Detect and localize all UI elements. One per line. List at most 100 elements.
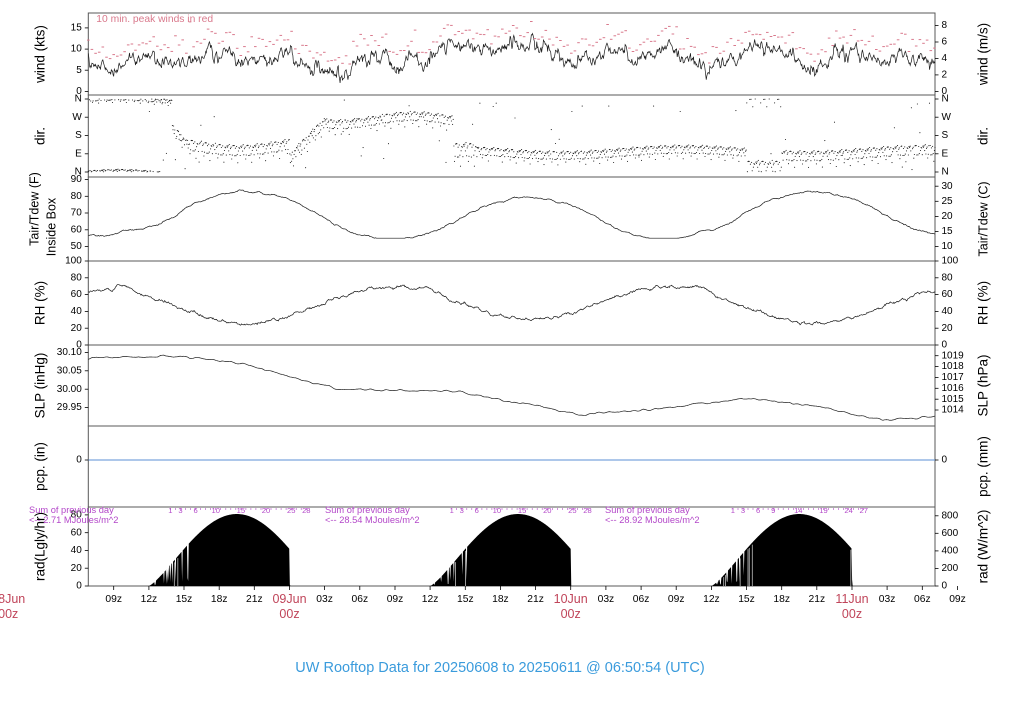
svg-text:dir.: dir. [976,127,991,145]
svg-text:rad (W/m^2): rad (W/m^2) [976,510,991,584]
svg-text:00z: 00z [279,607,299,621]
svg-text:10: 10 [71,44,83,55]
svg-text:90: 90 [71,174,83,185]
svg-text:29.95: 29.95 [57,402,82,413]
svg-text:0: 0 [942,455,948,466]
svg-text:11Jun: 11Jun [835,592,868,606]
svg-text:30.10: 30.10 [57,347,82,358]
svg-text:N: N [942,167,949,178]
svg-text:Sum of previous day: Sum of previous day [325,505,410,515]
svg-text:4: 4 [942,53,948,64]
svg-text:Sum of previous day: Sum of previous day [605,505,690,515]
svg-text:pcp. (mm): pcp. (mm) [976,436,991,497]
svg-text:1: 1 [168,506,172,515]
svg-text:12z: 12z [422,594,439,605]
svg-text:30: 30 [942,181,954,192]
svg-text:20: 20 [942,323,954,334]
svg-text:UW Rooftop Data for 20250608: UW Rooftop Data for 20250608 to 20250611… [295,660,704,676]
svg-text:28: 28 [583,506,591,515]
svg-text:40: 40 [71,306,83,317]
svg-text:06z: 06z [351,594,368,605]
svg-text:15z: 15z [738,594,755,605]
svg-text:15: 15 [942,226,954,237]
svg-text:15: 15 [237,506,245,515]
svg-text:0: 0 [942,340,948,351]
svg-text:30.00: 30.00 [57,384,82,395]
svg-text:00z: 00z [0,607,18,621]
svg-text:RH (%): RH (%) [976,281,991,325]
svg-text:800: 800 [942,510,959,521]
svg-text:06z: 06z [914,594,931,605]
svg-text:<-- 2.71 MJoules/m^2: <-- 2.71 MJoules/m^2 [29,515,118,525]
svg-text:W: W [942,112,952,123]
svg-text:<-- 28.54 MJoules/m^2: <-- 28.54 MJoules/m^2 [325,515,420,525]
svg-text:10 min. peak winds in red: 10 min. peak winds in red [96,14,213,25]
svg-text:SLP (inHg): SLP (inHg) [33,353,48,419]
svg-text:06z: 06z [633,594,650,605]
svg-text:wind (m/s): wind (m/s) [976,23,991,86]
svg-text:21z: 21z [527,594,544,605]
svg-text:18z: 18z [773,594,790,605]
svg-text:10: 10 [942,241,954,252]
svg-text:S: S [75,130,82,141]
svg-text:20: 20 [71,323,83,334]
svg-text:wind (kts): wind (kts) [33,25,48,84]
svg-text:20: 20 [543,506,551,515]
svg-text:80: 80 [942,272,954,283]
svg-text:<-- 28.92 MJoules/m^2: <-- 28.92 MJoules/m^2 [605,515,700,525]
svg-text:Sum of previous day: Sum of previous day [29,505,114,515]
svg-text:21z: 21z [808,594,825,605]
svg-text:25: 25 [942,196,954,207]
svg-text:15: 15 [71,23,83,34]
svg-text:100: 100 [65,256,82,267]
svg-text:03z: 03z [598,594,615,605]
svg-text:00z: 00z [842,607,862,621]
svg-text:08Jun: 08Jun [0,592,25,606]
svg-text:09z: 09z [668,594,685,605]
svg-text:1: 1 [450,506,454,515]
svg-text:100: 100 [942,256,959,267]
svg-text:E: E [942,148,949,159]
svg-text:Tair/Tdew (F): Tair/Tdew (F) [27,172,41,246]
svg-text:RH (%): RH (%) [33,281,48,325]
svg-text:SLP (hPa): SLP (hPa) [976,354,991,416]
svg-text:1016: 1016 [942,383,965,394]
svg-text:pcp. (in): pcp. (in) [33,442,48,491]
svg-text:dir.: dir. [33,127,48,145]
svg-text:20: 20 [71,563,83,574]
svg-text:10: 10 [211,506,219,515]
svg-text:3: 3 [741,506,745,515]
svg-text:600: 600 [942,528,959,539]
svg-text:1017: 1017 [942,372,965,383]
svg-text:200: 200 [942,563,959,574]
svg-text:12z: 12z [703,594,720,605]
svg-text:6: 6 [756,506,760,515]
svg-text:Inside Box: Inside Box [44,197,58,256]
svg-text:12z: 12z [141,594,158,605]
svg-text:00z: 00z [561,607,581,621]
svg-text:40: 40 [71,545,83,556]
svg-text:60: 60 [71,527,83,538]
svg-text:15z: 15z [457,594,474,605]
svg-text:28: 28 [302,506,310,515]
svg-text:20: 20 [262,506,270,515]
svg-text:N: N [942,94,949,105]
svg-text:5: 5 [76,65,82,76]
svg-text:60: 60 [942,289,954,300]
svg-text:18z: 18z [211,594,228,605]
svg-text:0: 0 [76,455,82,466]
svg-text:25: 25 [287,506,295,515]
svg-text:09z: 09z [949,594,966,605]
svg-text:6: 6 [475,506,479,515]
svg-text:10: 10 [493,506,501,515]
svg-text:1018: 1018 [942,361,965,372]
svg-text:19: 19 [819,506,827,515]
svg-text:6: 6 [942,37,948,48]
svg-text:03z: 03z [316,594,333,605]
svg-text:E: E [75,148,82,159]
svg-text:3: 3 [460,506,464,515]
svg-text:N: N [75,94,82,105]
svg-text:1019: 1019 [942,350,965,361]
svg-text:24: 24 [844,506,852,515]
svg-text:18z: 18z [492,594,509,605]
